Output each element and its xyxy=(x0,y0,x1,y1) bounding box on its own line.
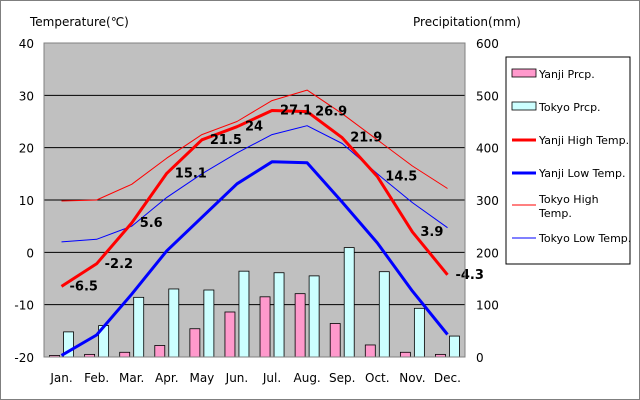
x-tick-label: May xyxy=(189,371,214,385)
x-tick-label: Sep. xyxy=(329,371,355,385)
right-tick-label: 100 xyxy=(476,299,499,313)
x-tick-label: Jul. xyxy=(262,371,281,385)
x-tick-label: Feb. xyxy=(84,371,109,385)
line-tokyo-high-temp- xyxy=(61,89,448,202)
x-tick-label: Oct. xyxy=(365,371,390,385)
right-tick-label: 300 xyxy=(476,194,499,208)
gridlines xyxy=(44,94,465,306)
bar-tokyo-prcp- xyxy=(133,296,145,358)
left-tick-label: -20 xyxy=(14,351,34,365)
legend-label: Yanji Prcp. xyxy=(538,68,595,81)
left-tick-label: 30 xyxy=(19,89,34,103)
bar-tokyo-prcp- xyxy=(273,272,285,358)
bar-tokyo-prcp- xyxy=(203,289,215,358)
x-tick-label: Jan. xyxy=(49,371,72,385)
data-label: 27.1 xyxy=(280,104,312,119)
x-tick-label: Jun. xyxy=(225,371,249,385)
legend-swatch xyxy=(511,101,537,111)
bar-yanji-prcp- xyxy=(154,345,166,358)
data-label: -4.3 xyxy=(455,268,483,283)
bar-tokyo-prcp- xyxy=(413,307,425,358)
bar-yanji-prcp- xyxy=(224,311,236,358)
bar-yanji-prcp- xyxy=(399,351,411,358)
bar-tokyo-prcp- xyxy=(343,247,355,358)
left-tick-label: 10 xyxy=(19,194,34,208)
data-label: -6.5 xyxy=(70,279,98,294)
x-tick-label: Aug. xyxy=(294,371,321,385)
line-yanji-low-temp- xyxy=(60,160,449,357)
legend-label: Yanji Low Temp. xyxy=(538,167,626,180)
legend-label: Temp. xyxy=(538,207,572,220)
left-axis-title: Temperature(℃) xyxy=(29,15,129,29)
data-label: 21.5 xyxy=(210,133,242,148)
left-tick-label: 20 xyxy=(19,142,34,156)
legend: Yanji Prcp. Tokyo Prcp. Yanji High Temp. Ya… xyxy=(505,56,631,265)
data-label: 21.9 xyxy=(350,131,382,146)
plot-border xyxy=(43,42,466,358)
data-label: 3.9 xyxy=(420,225,443,240)
lines xyxy=(60,89,449,357)
legend-swatch xyxy=(511,68,537,78)
left-tick-label: 40 xyxy=(19,37,34,51)
left-tick-label: 0 xyxy=(26,246,34,260)
data-label: 15.1 xyxy=(175,166,207,181)
bar-tokyo-prcp- xyxy=(308,275,320,358)
data-label: 26.9 xyxy=(315,105,347,120)
bar-tokyo-prcp- xyxy=(238,270,250,358)
bar-tokyo-prcp- xyxy=(378,271,390,358)
legend-label: Tokyo Low Temp. xyxy=(538,232,631,245)
line-yanji-high-temp- xyxy=(60,109,449,288)
data-label: 24 xyxy=(245,120,263,135)
right-tick-label: 200 xyxy=(476,246,499,260)
data-labels: -6.5 -2.2 5.6 15.1 21.524 27.1 26.921.9 14.5 3.9… xyxy=(70,104,484,295)
bar-tokyo-prcp- xyxy=(168,288,180,358)
x-tick-label: Dec. xyxy=(434,371,461,385)
bar-tokyo-prcp- xyxy=(449,335,460,358)
x-tick-label: Nov. xyxy=(399,371,425,385)
legend-box xyxy=(505,56,631,265)
legend-label: Tokyo High xyxy=(538,193,599,206)
data-label: 14.5 xyxy=(385,169,417,184)
right-tick-label: 600 xyxy=(476,37,499,51)
bar-yanji-prcp- xyxy=(329,323,341,358)
data-label: 5.6 xyxy=(140,216,163,231)
right-tick-label: 0 xyxy=(476,351,484,365)
right-tick-label: 500 xyxy=(476,89,499,103)
bar-yanji-prcp- xyxy=(259,296,271,358)
data-label: -2.2 xyxy=(105,257,133,272)
bar-yanji-prcp- xyxy=(119,351,131,358)
x-tick-label: Mar. xyxy=(119,371,144,385)
legend-label: Tokyo Prcp. xyxy=(538,101,601,114)
right-tick-label: 400 xyxy=(476,142,499,156)
legend-label: Yanji High Temp. xyxy=(538,134,629,147)
bars xyxy=(49,247,460,358)
left-tick-label: -10 xyxy=(14,299,34,313)
bar-yanji-prcp- xyxy=(294,293,306,358)
right-axis-title: Precipitation(mm) xyxy=(413,15,521,29)
bar-yanji-prcp- xyxy=(189,328,201,358)
bar-yanji-prcp- xyxy=(364,344,376,358)
x-tick-label: Apr. xyxy=(155,371,178,385)
